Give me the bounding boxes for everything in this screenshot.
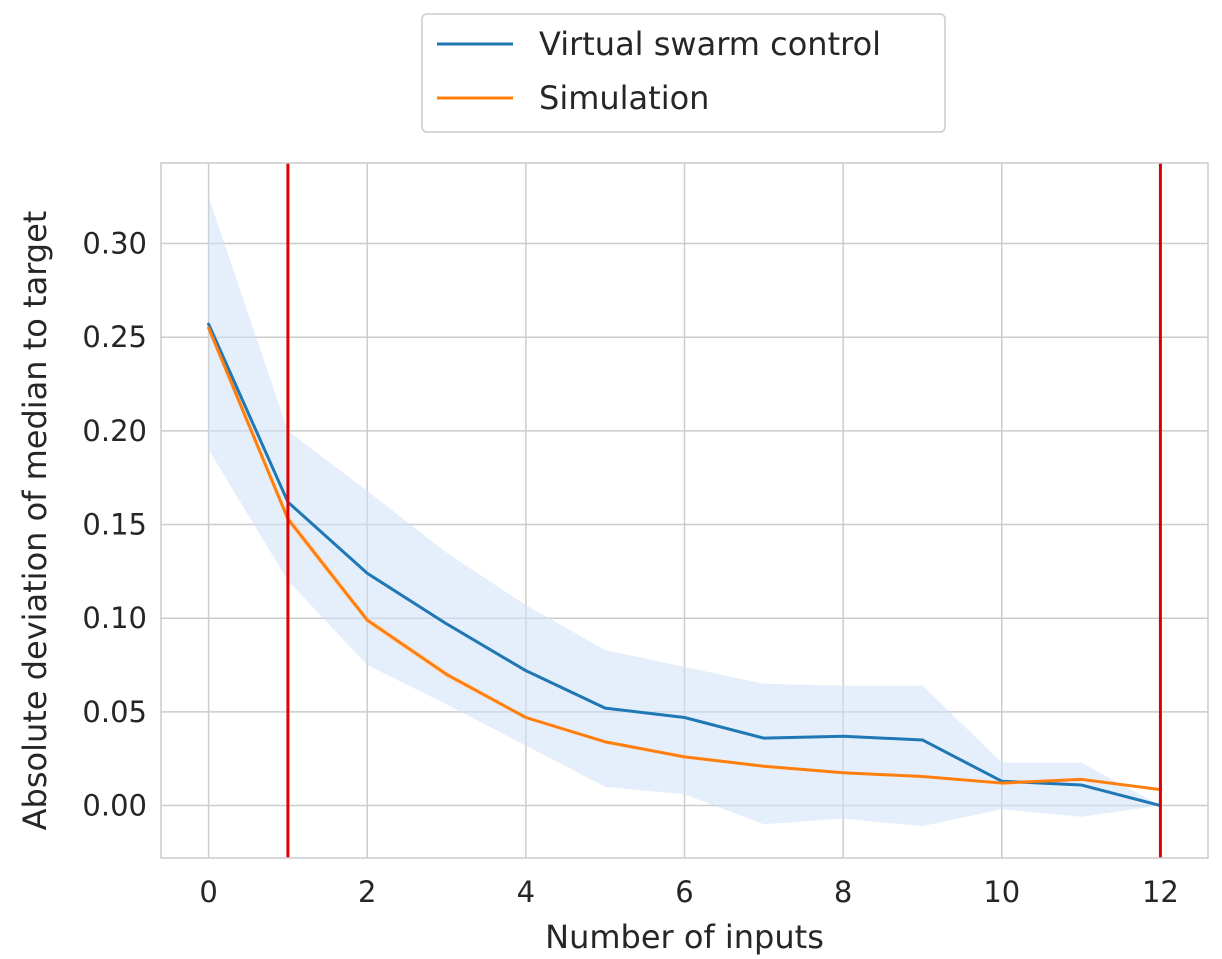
x-axis-label: Number of inputs xyxy=(545,918,824,956)
x-tick-label: 12 xyxy=(1142,875,1179,909)
x-tick-label: 10 xyxy=(983,875,1020,909)
line-simulation xyxy=(207,326,1162,792)
y-axis-label: Absolute deviation of median to target xyxy=(16,211,54,831)
y-tick-label: 0.30 xyxy=(82,227,147,261)
x-tick-label: 0 xyxy=(199,875,217,909)
y-tick-label: 0.25 xyxy=(82,320,147,354)
x-tick-label: 8 xyxy=(834,875,852,909)
x-tick-label: 2 xyxy=(358,875,376,909)
x-tick-label: 6 xyxy=(675,875,693,909)
x-axis-ticks: 0 2 4 6 8 10 12 xyxy=(199,875,1178,909)
series-lines xyxy=(207,322,1162,808)
legend-label: Simulation xyxy=(539,79,709,117)
reference-lines xyxy=(286,163,1162,858)
line-virtual-swarm-control xyxy=(207,322,1162,808)
band-virtual-swarm-control xyxy=(208,196,1161,827)
y-tick-label: 0.15 xyxy=(82,508,147,542)
y-tick-label: 0.05 xyxy=(82,695,147,729)
legend-label: Virtual swarm control xyxy=(539,25,881,63)
plot-frame xyxy=(160,162,1209,859)
y-tick-label: 0.20 xyxy=(82,414,147,448)
y-axis-ticks: 0.00 0.05 0.10 0.15 0.20 0.25 0.30 xyxy=(82,227,147,823)
y-tick-label: 0.10 xyxy=(82,601,147,635)
legend-box xyxy=(421,13,946,133)
y-tick-label: 0.00 xyxy=(82,789,147,823)
legend: Virtual swarm control Simulation xyxy=(421,13,946,133)
x-tick-label: 4 xyxy=(517,875,535,909)
